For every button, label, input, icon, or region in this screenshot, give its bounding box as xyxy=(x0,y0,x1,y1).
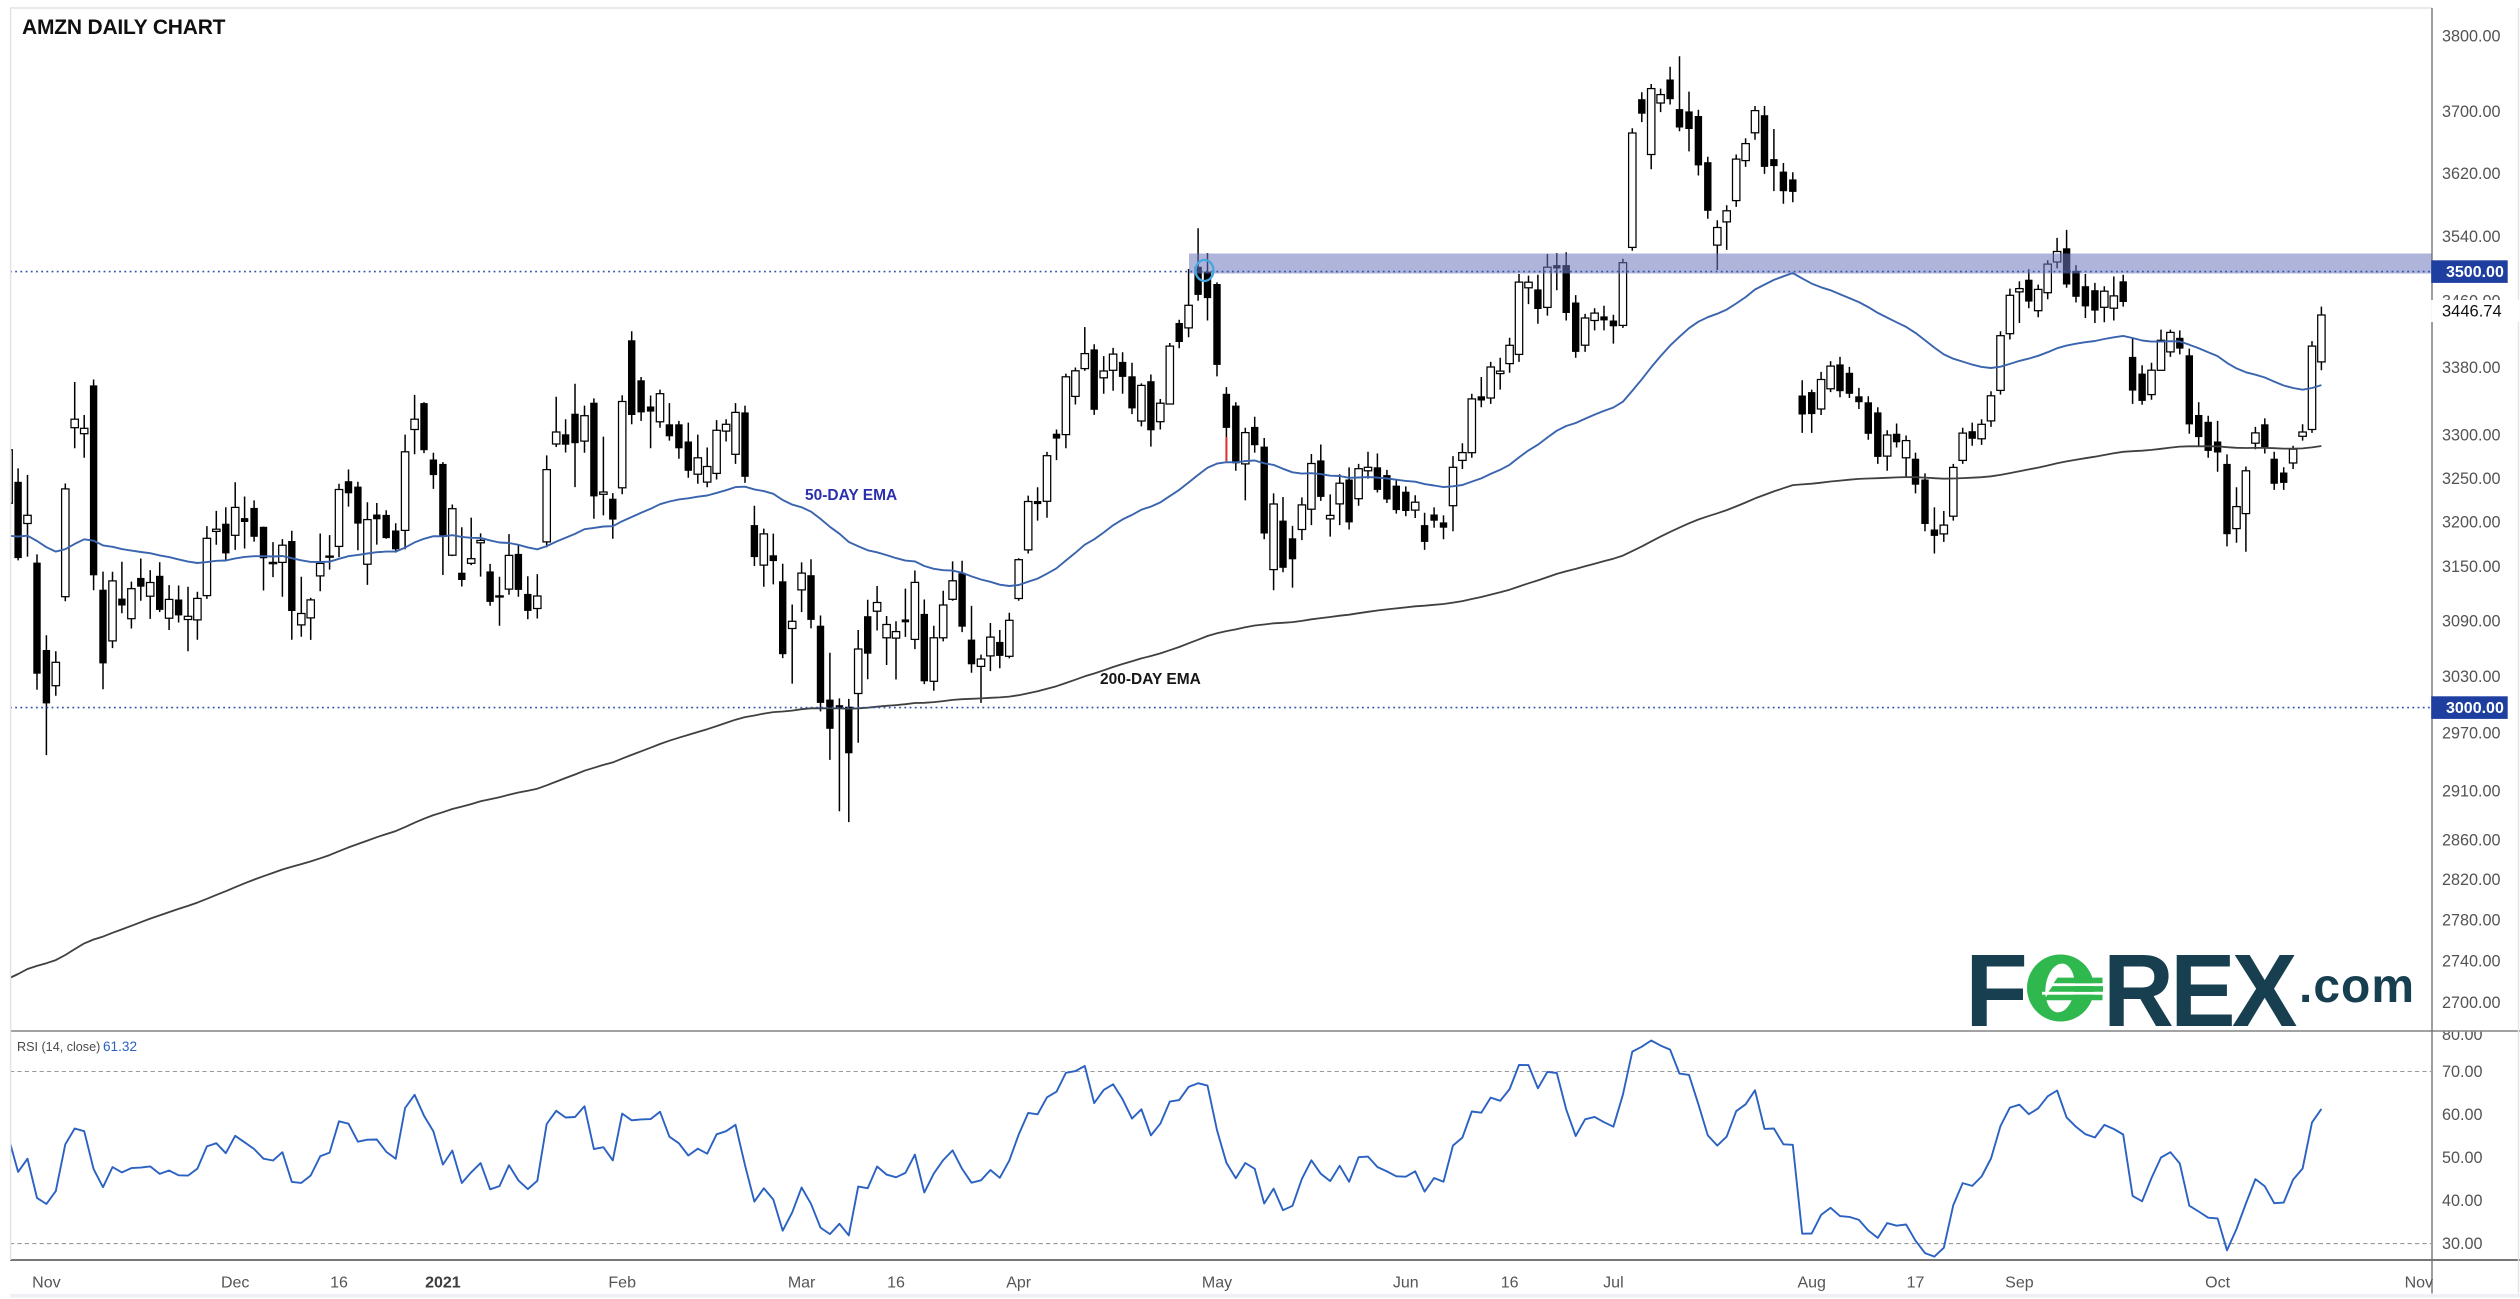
svg-text:3250.00: 3250.00 xyxy=(2442,470,2501,488)
svg-text:17: 17 xyxy=(1907,1275,1925,1292)
svg-text:REX: REX xyxy=(2103,934,2297,1049)
svg-text:2740.00: 2740.00 xyxy=(2442,953,2501,971)
svg-text:2860.00: 2860.00 xyxy=(2442,831,2501,849)
svg-text:2970.00: 2970.00 xyxy=(2442,725,2501,743)
svg-text:40.00: 40.00 xyxy=(2442,1192,2483,1210)
svg-text:3700.00: 3700.00 xyxy=(2442,103,2501,121)
svg-text:3090.00: 3090.00 xyxy=(2442,613,2501,631)
svg-text:3300.00: 3300.00 xyxy=(2442,427,2501,445)
svg-text:Jul: Jul xyxy=(1603,1275,1623,1292)
svg-text:Aug: Aug xyxy=(1797,1275,1825,1292)
svg-text:2910.00: 2910.00 xyxy=(2442,782,2501,800)
svg-text:60.00: 60.00 xyxy=(2442,1106,2483,1124)
svg-text:30.00: 30.00 xyxy=(2442,1235,2483,1253)
svg-text:2780.00: 2780.00 xyxy=(2442,912,2501,930)
svg-text:70.00: 70.00 xyxy=(2442,1063,2483,1081)
svg-text:.com: .com xyxy=(2299,960,2415,1013)
svg-text:50.00: 50.00 xyxy=(2442,1149,2483,1167)
svg-text:80.00: 80.00 xyxy=(2442,1026,2483,1044)
svg-text:2820.00: 2820.00 xyxy=(2442,871,2501,889)
svg-text:3150.00: 3150.00 xyxy=(2442,558,2501,576)
svg-text:2700.00: 2700.00 xyxy=(2442,994,2501,1012)
svg-text:3800.00: 3800.00 xyxy=(2442,28,2501,46)
svg-text:AMZN DAILY CHART: AMZN DAILY CHART xyxy=(22,16,226,39)
svg-text:Apr: Apr xyxy=(1006,1275,1032,1292)
svg-text:3446.74: 3446.74 xyxy=(2442,303,2502,321)
svg-text:Nov: Nov xyxy=(32,1275,60,1292)
svg-text:2021: 2021 xyxy=(425,1275,461,1292)
svg-text:F: F xyxy=(1965,933,2028,1048)
svg-text:RSI (14, close): RSI (14, close) xyxy=(17,1040,100,1054)
svg-text:Feb: Feb xyxy=(608,1275,636,1292)
svg-text:May: May xyxy=(1202,1275,1232,1292)
svg-text:50-DAY EMA: 50-DAY EMA xyxy=(805,487,897,504)
svg-text:3030.00: 3030.00 xyxy=(2442,668,2501,686)
svg-text:3000.00: 3000.00 xyxy=(2446,700,2504,717)
svg-text:3200.00: 3200.00 xyxy=(2442,514,2501,532)
svg-text:3380.00: 3380.00 xyxy=(2442,359,2501,377)
svg-text:Dec: Dec xyxy=(221,1275,249,1292)
svg-text:61.32: 61.32 xyxy=(103,1039,137,1054)
svg-text:3540.00: 3540.00 xyxy=(2442,228,2501,246)
svg-text:Nov: Nov xyxy=(2405,1275,2433,1292)
svg-text:16: 16 xyxy=(887,1275,905,1292)
svg-text:Mar: Mar xyxy=(788,1275,816,1292)
svg-text:200-DAY EMA: 200-DAY EMA xyxy=(1100,671,1201,688)
svg-text:3500.00: 3500.00 xyxy=(2446,264,2504,281)
svg-text:Jun: Jun xyxy=(1393,1275,1419,1292)
svg-text:Sep: Sep xyxy=(2005,1275,2034,1292)
svg-text:16: 16 xyxy=(1501,1275,1519,1292)
svg-text:16: 16 xyxy=(330,1275,348,1292)
svg-text:Oct: Oct xyxy=(2205,1275,2230,1292)
svg-text:3620.00: 3620.00 xyxy=(2442,165,2501,183)
